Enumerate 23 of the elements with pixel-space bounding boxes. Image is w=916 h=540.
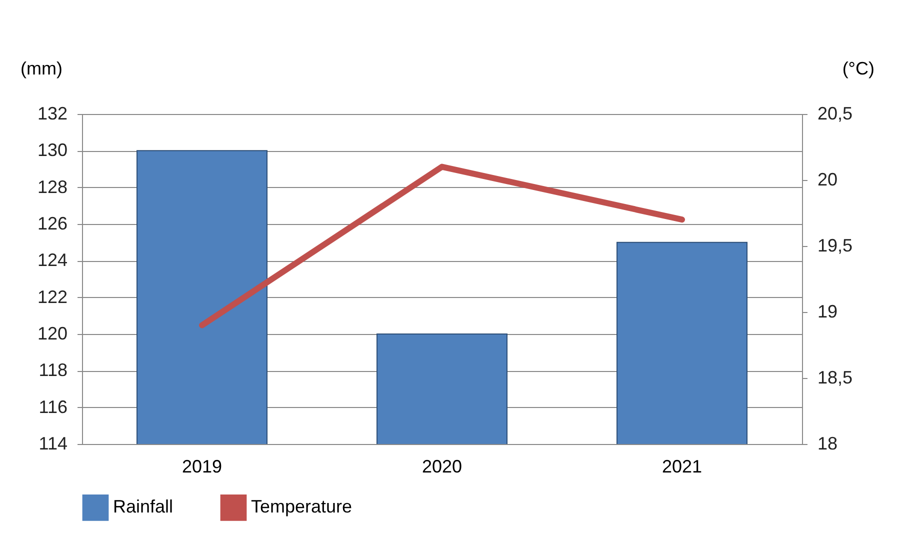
y-tick-label: 116 bbox=[38, 396, 68, 417]
y2-tick-label: 18 bbox=[818, 434, 838, 454]
y-tick-label: 118 bbox=[38, 360, 68, 380]
y-axis-title: (mm) bbox=[20, 58, 62, 78]
x-tick-label: 2021 bbox=[662, 456, 702, 476]
y2-tick-label: 20 bbox=[818, 170, 838, 190]
y-tick-label: 132 bbox=[37, 104, 68, 124]
y-tick-label: 126 bbox=[37, 214, 68, 234]
y-tick-label: 130 bbox=[37, 140, 68, 160]
y2-tick-label: 18,5 bbox=[818, 368, 853, 388]
y2-tick-label: 19,5 bbox=[818, 236, 853, 256]
y-tick-label: 128 bbox=[37, 176, 68, 197]
y-tick-label: 114 bbox=[38, 434, 68, 454]
y-tick-label: 124 bbox=[37, 250, 68, 270]
legend-label: Temperature bbox=[251, 496, 352, 517]
y-tick-label: 122 bbox=[37, 286, 68, 307]
x-tick-label: 2019 bbox=[182, 456, 222, 476]
x-tick-label: 2020 bbox=[422, 456, 462, 476]
y2-axis-title: (°C) bbox=[842, 58, 874, 78]
y-tick-label: 120 bbox=[37, 324, 68, 344]
y2-tick-label: 19 bbox=[818, 302, 838, 322]
y2-tick-label: 20,5 bbox=[818, 104, 853, 124]
legend-label: Rainfall bbox=[113, 496, 174, 517]
